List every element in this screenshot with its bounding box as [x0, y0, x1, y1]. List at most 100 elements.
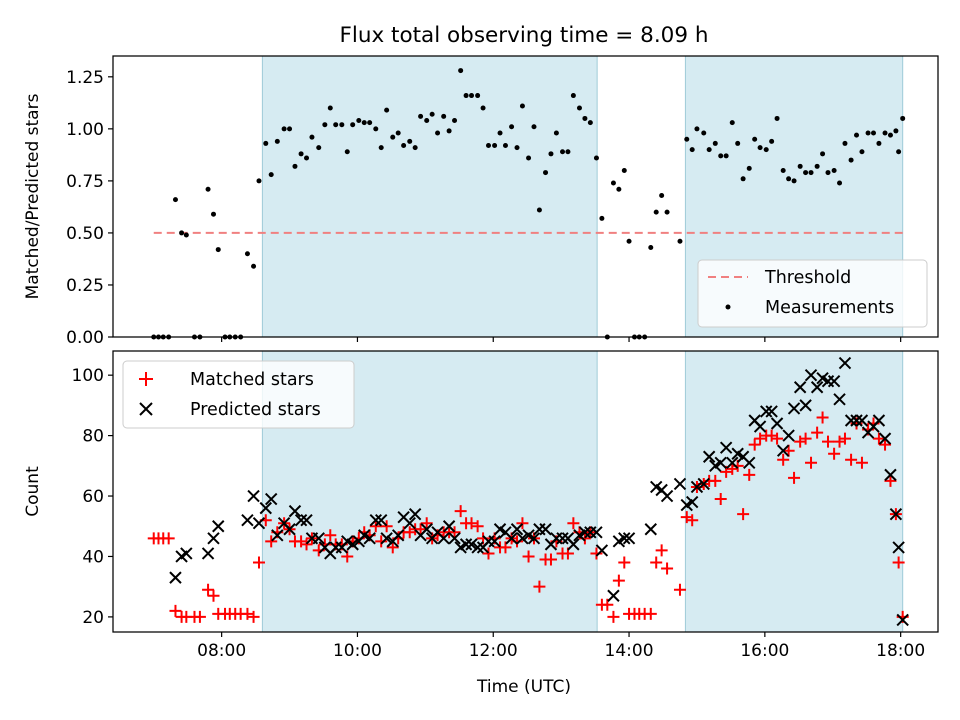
predicted-stars-point [590, 526, 603, 539]
x-tick-label: 08:00 [197, 641, 246, 661]
measurements-point [378, 145, 384, 151]
bottom-plot-frame [112, 350, 939, 633]
measurements-point [825, 170, 831, 176]
measurements-point [215, 247, 221, 253]
x-axis-label: Time (UTC) [476, 677, 571, 697]
matched-stars-point [686, 514, 699, 527]
predicted-stars-point [567, 538, 580, 551]
measurements-point [452, 118, 458, 124]
predicted-stars-point [403, 517, 416, 530]
matched-stars-point [607, 610, 620, 623]
matched-stars-point [499, 541, 512, 554]
y-tick-label: 1.00 [66, 120, 104, 140]
predicted-stars-point [622, 532, 636, 545]
predicted-stars-point [207, 532, 220, 545]
measurements-point [179, 230, 185, 236]
matched-stars-point [202, 583, 215, 596]
predicted-stars-point [510, 523, 524, 536]
legend-threshold-label: Threshold [764, 268, 851, 288]
predicted-stars-point [850, 414, 863, 427]
measurements-point [251, 263, 257, 269]
matched-stars-point [241, 607, 254, 620]
matched-stars-point [816, 411, 829, 424]
measurements-point [401, 143, 407, 149]
measurements-point [746, 165, 752, 171]
predicted-stars-point [294, 513, 308, 527]
measurements-point [526, 155, 532, 161]
measurements-point [599, 215, 605, 221]
measurements-point [653, 209, 659, 215]
predicted-stars-point [595, 544, 609, 557]
predicted-stars-point [312, 532, 325, 545]
measurements-point [536, 207, 542, 213]
predicted-stars-point [442, 520, 456, 533]
measurements-point [820, 151, 826, 157]
matched-stars-point [799, 432, 812, 445]
matched-stars-point [369, 520, 382, 533]
measurements-point [887, 132, 893, 138]
predicted-stars-point [719, 441, 733, 454]
shaded-span-2 [684, 350, 904, 633]
measurements-point [723, 153, 729, 159]
measurements-point [786, 176, 792, 182]
matched-stars-point [655, 544, 668, 557]
predicted-stars-point [799, 399, 812, 412]
predicted-stars-point [391, 529, 405, 542]
matched-stars-point [788, 471, 801, 484]
legend-measurements-label: Measurements [765, 298, 894, 318]
predicted-stars-point [782, 429, 795, 442]
x-tick-label: 10:00 [333, 641, 382, 661]
predicted-stars-point [408, 507, 422, 521]
measurements-point [418, 113, 424, 119]
matched-stars-point [533, 580, 546, 593]
matched-stars-point [828, 447, 841, 460]
matched-stars-point [544, 553, 557, 566]
predicted-stars-point [247, 489, 260, 503]
matched-stars-point [252, 556, 265, 569]
predicted-stars-point [527, 532, 541, 545]
measurements-point [548, 151, 554, 157]
measurements-point [463, 93, 469, 99]
measurements-point [694, 126, 700, 132]
predicted-stars-point [765, 405, 778, 418]
top-y-axis-label: Matched/Predicted stars [23, 93, 43, 299]
predicted-stars-point [369, 513, 382, 527]
predicted-stars-point [770, 417, 784, 430]
measurements-point [256, 178, 262, 184]
x-tick-label: 12:00 [469, 641, 518, 661]
top-legend: Threshold Measurements [697, 259, 928, 328]
measurements-point [648, 244, 654, 250]
measurements-point [859, 149, 865, 155]
matched-stars-point [420, 517, 433, 530]
measurements-point [803, 170, 809, 176]
legend-plus-icon [139, 372, 153, 386]
measurements-point [183, 232, 189, 238]
measurements-point [626, 238, 632, 244]
measurements-point [893, 128, 899, 134]
matched-stars-point [612, 574, 625, 587]
measurements-point [553, 130, 559, 136]
measurements-point [274, 138, 280, 144]
predicted-stars-point [556, 532, 569, 545]
predicted-stars-point [465, 538, 478, 551]
measurements-point [848, 157, 854, 163]
predicted-stars-point [878, 432, 892, 445]
measurements-point [424, 118, 430, 124]
measurements-point [791, 178, 797, 184]
matched-stars-point [884, 474, 897, 487]
matched-stars-point [465, 517, 478, 530]
measurements-point [429, 111, 435, 117]
y-tick-label: 20 [82, 608, 104, 628]
matched-stars-point [754, 432, 767, 445]
predicted-stars-point [180, 547, 193, 560]
measurements-point [560, 149, 566, 155]
matched-stars-point [414, 523, 427, 536]
predicted-stars-point [265, 492, 278, 506]
top-plot-frame [112, 55, 939, 338]
measurements-point [769, 138, 775, 144]
predicted-stars-point [578, 526, 592, 539]
matched-stars-point [845, 453, 858, 466]
measurements-point [281, 126, 287, 132]
predicted-stars-point [697, 477, 710, 491]
measurements-point [621, 167, 627, 173]
